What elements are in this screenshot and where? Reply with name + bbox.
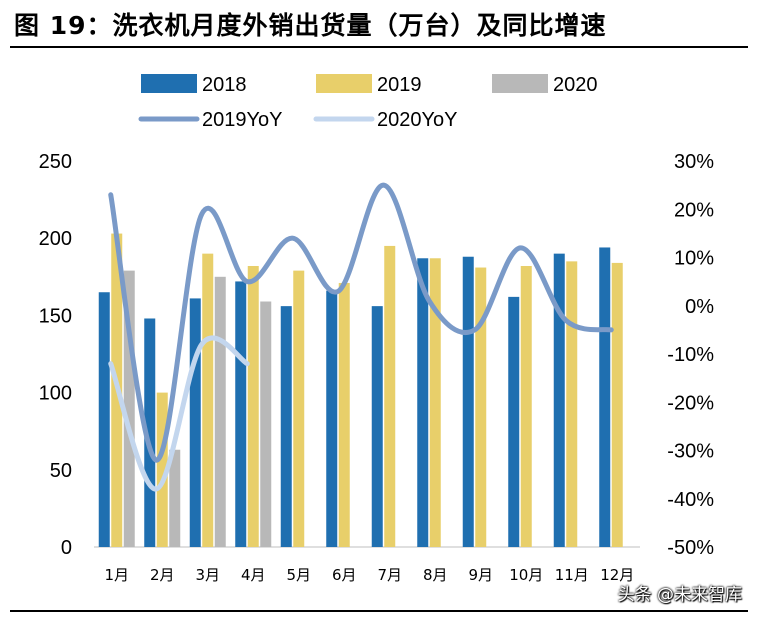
x-axis-tick-label: 11月	[555, 566, 589, 584]
bar-2018	[371, 306, 383, 547]
bar-2018	[326, 290, 338, 547]
x-axis-tick-label: 1月	[104, 566, 129, 584]
legend-swatch-2020	[492, 74, 548, 93]
y-axis-tick-label: 0	[61, 537, 72, 559]
bar-2020	[214, 276, 226, 547]
bar-2019	[566, 261, 578, 547]
y2-axis-tick-label: 30%	[674, 151, 714, 173]
x-axis-tick-label: 12月	[600, 566, 634, 584]
y-axis-tick-label: 100	[39, 383, 72, 405]
bar-2018	[144, 318, 156, 547]
y2-axis-tick-label: 20%	[674, 199, 714, 221]
bar-2018	[189, 298, 201, 547]
y2-axis-tick-label: 10%	[674, 248, 714, 270]
y-axis-tick-label: 250	[39, 151, 72, 173]
bar-2019	[384, 245, 396, 548]
title-divider	[10, 46, 748, 48]
x-axis-tick-label: 10月	[509, 566, 543, 584]
bar-2020	[169, 449, 181, 547]
bar-2018	[508, 296, 520, 547]
lines	[108, 182, 614, 492]
bar-2019	[156, 392, 168, 547]
bar-2018	[235, 281, 247, 547]
watermark: 头条 @未来智库	[617, 585, 742, 605]
footer-divider	[10, 610, 748, 612]
bar-2019	[429, 258, 441, 547]
bar-2019	[247, 265, 259, 547]
line-2020YoY	[108, 335, 250, 492]
x-axis-tick-label: 5月	[286, 566, 311, 584]
legend-label-2019: 2019	[377, 74, 422, 96]
bar-2018	[462, 256, 474, 547]
x-axis-tick-label: 6月	[332, 566, 357, 584]
y-axis-tick-label: 50	[50, 460, 72, 482]
y-axis-tick-label: 200	[39, 228, 72, 250]
bar-2019	[520, 265, 532, 547]
bar-2020	[260, 301, 272, 547]
legend-swatch-2019	[316, 74, 372, 93]
legend: 2018 2019 2020 2019YoY 2020YoY	[138, 74, 598, 131]
y-axis-tick-label: 150	[39, 305, 72, 327]
bar-2018	[98, 292, 110, 547]
bar-2020	[123, 270, 135, 547]
bar-2019	[338, 282, 350, 547]
bar-2019	[202, 253, 214, 547]
bar-2019	[475, 267, 487, 547]
y2-axis-tick-label: -10%	[667, 344, 714, 366]
bar-2019	[293, 270, 305, 547]
legend-swatch-2018	[141, 74, 197, 93]
legend-label-2020: 2020	[553, 74, 598, 96]
y2-axis-tick-label: 0%	[685, 296, 714, 318]
y2-axis-tick-label: -50%	[667, 537, 714, 559]
x-axis-tick-label: 7月	[377, 566, 402, 584]
axis-labels: 0 50 100 150 200 250 -50% -40% -30% -20% -10% 0% 10%…	[39, 151, 715, 584]
y2-axis-tick-label: -40%	[667, 489, 714, 511]
line-2019YoY	[108, 182, 614, 463]
bar-2018	[553, 253, 565, 547]
x-axis-tick-label: 2月	[150, 566, 175, 584]
legend-label-2020YoY: 2020YoY	[377, 109, 457, 131]
bar-2018	[417, 258, 429, 547]
x-axis-tick-label: 3月	[195, 566, 220, 584]
y2-axis-tick-label: -20%	[667, 392, 714, 414]
x-axis-tick-label: 8月	[423, 566, 448, 584]
x-axis-tick-label: 9月	[468, 566, 493, 584]
bar-2018	[599, 247, 611, 548]
x-axis-tick-label: 4月	[241, 566, 266, 584]
legend-label-2019YoY: 2019YoY	[202, 109, 282, 131]
bars	[98, 233, 623, 548]
bar-2018	[280, 306, 292, 547]
y2-axis-tick-label: -30%	[667, 441, 714, 463]
chart-title: 图 19：洗衣机月度外销出货量（万台）及同比增速	[14, 11, 607, 40]
legend-label-2018: 2018	[202, 74, 247, 96]
bar-2019	[611, 262, 623, 547]
